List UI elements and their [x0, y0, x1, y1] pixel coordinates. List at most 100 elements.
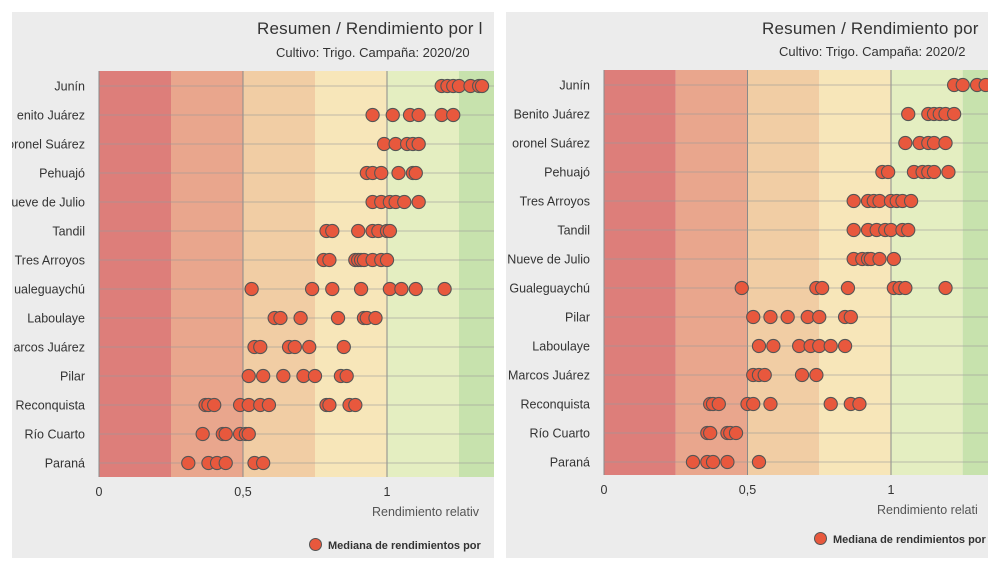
- category-label: Río Cuarto: [25, 428, 85, 442]
- data-point: [374, 165, 389, 181]
- data-point: [955, 77, 970, 93]
- data-point: [195, 426, 210, 442]
- category-label: Paraná: [45, 457, 85, 471]
- data-point: [336, 339, 351, 355]
- data-point: [322, 397, 337, 413]
- data-point: [711, 396, 726, 412]
- category-label: Tres Arroyos: [520, 195, 590, 209]
- category-label: Reconquista: [521, 398, 591, 412]
- x-tick-label: 0: [96, 485, 103, 499]
- data-point: [898, 135, 913, 151]
- data-point: [720, 454, 735, 470]
- chart-legend[interactable]: Mediana de rendimientos por: [814, 532, 986, 546]
- category-label: ueve de Julio: [12, 196, 85, 210]
- data-point: [886, 251, 902, 267]
- data-point: [353, 281, 369, 297]
- category-label: Tandil: [557, 224, 590, 238]
- data-point: [207, 397, 222, 413]
- performance-band: [891, 70, 963, 475]
- data-point: [241, 368, 256, 384]
- data-point: [218, 426, 233, 442]
- legend-label: Mediana de rendimientos por: [328, 540, 481, 552]
- data-point: [287, 339, 302, 355]
- data-point: [814, 280, 830, 296]
- data-point: [411, 194, 426, 210]
- x-tick-label: 0,5: [739, 483, 756, 497]
- chart-subtitle: Cultivo: Trigo. Campaña: 2020/2: [779, 44, 966, 59]
- performance-band: [99, 71, 171, 477]
- category-label: Junín: [54, 80, 85, 94]
- data-point: [411, 136, 426, 152]
- scatter-plot: Junín Benito Juárez oronel Suárez Pehuajó Tr…: [507, 70, 988, 517]
- data-point: [244, 281, 259, 297]
- performance-band: [387, 71, 459, 477]
- data-point: [901, 222, 916, 238]
- category-label: oronel Suárez: [512, 137, 590, 151]
- data-point: [304, 281, 320, 297]
- category-label: Reconquista: [16, 399, 86, 413]
- performance-band: [315, 71, 387, 477]
- data-point: [685, 454, 701, 470]
- data-point: [751, 454, 767, 470]
- data-point: [946, 106, 962, 122]
- data-point: [394, 281, 409, 297]
- performance-band: [962, 70, 988, 475]
- data-point: [325, 281, 340, 297]
- scatter-plot: Junín enito Juárez oronel Suárez Pehuajó uev…: [12, 71, 494, 519]
- data-point: [253, 339, 268, 355]
- data-point: [823, 396, 838, 412]
- data-point: [397, 194, 412, 210]
- category-label: arcos Juárez: [13, 341, 85, 355]
- x-tick-label: 0,5: [234, 485, 251, 499]
- right-chart-panel: Resumen / Rendimiento por Cultivo: Trigo…: [506, 12, 988, 558]
- data-point: [746, 396, 761, 412]
- data-point: [391, 165, 406, 181]
- data-point: [846, 222, 861, 238]
- data-point: [339, 368, 354, 384]
- data-point: [903, 193, 919, 209]
- data-point: [898, 280, 913, 296]
- data-point: [351, 223, 366, 239]
- data-point: [325, 223, 340, 239]
- data-point: [938, 280, 953, 296]
- category-label: enito Juárez: [17, 109, 85, 123]
- performance-band: [819, 70, 891, 475]
- chart-subtitle: Cultivo: Trigo. Campaña: 2020/20: [276, 45, 470, 60]
- chart-legend[interactable]: Mediana de rendimientos por: [309, 538, 481, 552]
- data-point: [261, 397, 277, 413]
- data-point: [181, 455, 196, 471]
- data-point: [941, 164, 956, 180]
- data-point: [846, 193, 861, 209]
- data-point: [840, 280, 856, 296]
- category-label: Tandil: [52, 225, 85, 239]
- data-point: [368, 310, 383, 326]
- data-point: [852, 396, 867, 412]
- legend-marker-icon: [814, 532, 827, 545]
- x-axis-label: Rendimiento relativ: [372, 505, 480, 519]
- data-point: [276, 368, 291, 384]
- data-point: [437, 281, 452, 297]
- data-point: [408, 165, 423, 181]
- performance-band: [675, 70, 748, 475]
- data-point: [382, 223, 398, 239]
- data-point: [809, 367, 824, 383]
- data-point: [293, 310, 308, 326]
- data-point: [901, 106, 916, 122]
- data-point: [728, 425, 744, 441]
- legend-marker-icon: [309, 538, 322, 551]
- data-point: [766, 338, 781, 354]
- category-label: ualeguaychú: [14, 283, 85, 297]
- data-point: [703, 425, 718, 441]
- data-point: [705, 454, 721, 470]
- data-point: [812, 309, 827, 325]
- data-point: [256, 368, 271, 384]
- performance-band: [747, 70, 820, 475]
- data-point: [408, 281, 423, 297]
- data-point: [256, 455, 271, 471]
- category-label: Paraná: [550, 456, 590, 470]
- category-label: Pilar: [60, 370, 85, 384]
- chart-title: Resumen / Rendimiento por: [762, 19, 979, 38]
- left-chart-panel: Resumen / Rendimiento por l Cultivo: Tri…: [12, 12, 494, 558]
- data-point: [746, 309, 761, 325]
- data-point: [751, 338, 767, 354]
